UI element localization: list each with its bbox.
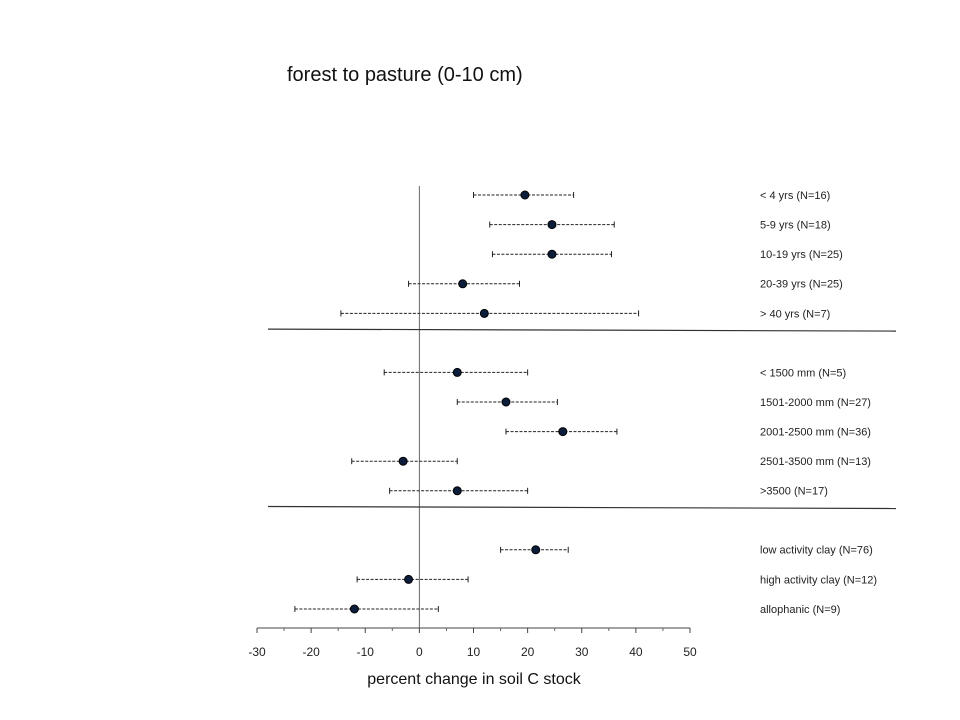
data-point bbox=[404, 574, 414, 584]
group-separator bbox=[267, 505, 897, 510]
x-tick-label: 20 bbox=[521, 645, 535, 659]
row-label: high activity clay (N=12) bbox=[760, 574, 877, 586]
row-label: allophanic (N=9) bbox=[760, 604, 840, 616]
data-point bbox=[547, 249, 557, 259]
x-axis: -30 -20 -10 0 10 20 30 40 50 bbox=[248, 186, 697, 659]
x-tick-label: -10 bbox=[357, 645, 375, 659]
x-tick-label: -20 bbox=[302, 645, 320, 659]
row-label: 10-19 yrs (N=25) bbox=[760, 249, 843, 261]
data-point bbox=[349, 604, 359, 614]
row-label: 2001-2500 mm (N=36) bbox=[760, 427, 871, 439]
data-point bbox=[531, 545, 541, 555]
x-tick-label: 40 bbox=[629, 645, 643, 659]
data-point bbox=[558, 427, 568, 437]
row-label: 2501-3500 mm (N=13) bbox=[760, 456, 871, 468]
data-point bbox=[520, 190, 530, 200]
data-point bbox=[452, 486, 462, 496]
row-label: 20-39 yrs (N=25) bbox=[760, 279, 843, 291]
data-point bbox=[398, 456, 408, 466]
group-separators bbox=[267, 328, 897, 510]
group-separator bbox=[267, 328, 897, 332]
data-point bbox=[479, 308, 489, 318]
row-label: 1501-2000 mm (N=27) bbox=[760, 397, 871, 409]
x-tick-label: 30 bbox=[575, 645, 589, 659]
x-tick-label: 0 bbox=[416, 645, 423, 659]
row-label: > 40 yrs (N=7) bbox=[760, 308, 830, 320]
chart-title: forest to pasture (0-10 cm) bbox=[287, 64, 523, 86]
x-tick-label: 50 bbox=[683, 645, 697, 659]
data-point bbox=[458, 279, 468, 289]
row-label: < 4 yrs (N=16) bbox=[760, 190, 830, 202]
x-tick-label: -30 bbox=[248, 645, 266, 659]
data-point bbox=[501, 397, 511, 407]
row-label: >3500 (N=17) bbox=[760, 486, 828, 498]
row-label: low activity clay (N=76) bbox=[760, 545, 873, 557]
x-axis-label: percent change in soil C stock bbox=[367, 671, 581, 688]
row-label: 5-9 yrs (N=18) bbox=[760, 220, 831, 232]
x-tick-label: 10 bbox=[467, 645, 481, 659]
data-point bbox=[547, 220, 557, 230]
data-point bbox=[452, 367, 462, 377]
row-label: < 1500 mm (N=5) bbox=[760, 367, 846, 379]
data-rows: < 4 yrs (N=16) 5-9 yrs (N=18) 10-19 yrs (N… bbox=[294, 190, 877, 616]
